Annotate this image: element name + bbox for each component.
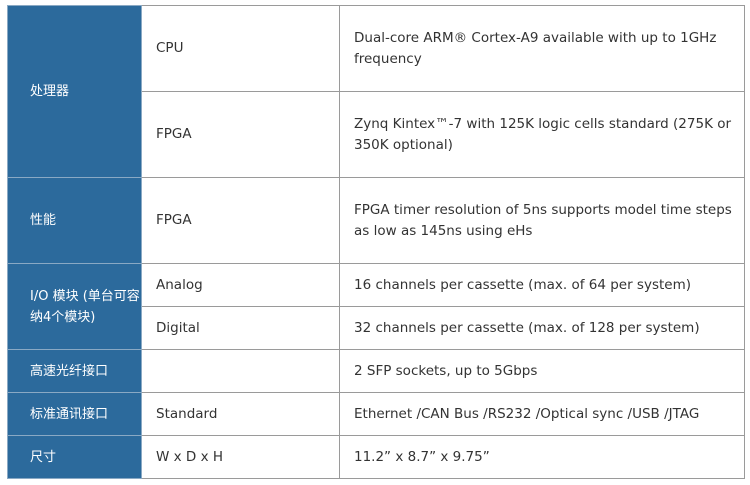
subcategory-cell: W x D x H (141, 435, 340, 479)
table-row: 尺寸 W x D x H 11.2” x 8.7” x 9.75” (7, 435, 745, 479)
category-cell-io-modules: I/O 模块 (单台可容纳4个模块) (7, 263, 142, 350)
table-row: Digital 32 channels per cassette (max. o… (8, 306, 745, 350)
category-cell-processor: 处理器 (7, 5, 142, 178)
category-cell-performance: 性能 (7, 177, 142, 264)
description-cell: Ethernet /CAN Bus /RS232 /Optical sync /… (339, 392, 745, 436)
subcategory-cell (141, 349, 340, 393)
table-row: I/O 模块 (单台可容纳4个模块) Analog 16 channels pe… (7, 263, 745, 350)
description-cell: FPGA timer resolution of 5ns supports mo… (339, 177, 745, 264)
category-cell-comm-interface: 标准通讯接口 (7, 392, 142, 436)
table-row: FPGA Zynq Kintex™-7 with 125K logic cell… (8, 91, 745, 178)
table-row: 标准通讯接口 Standard Ethernet /CAN Bus /RS232… (7, 392, 745, 436)
spec-table: 处理器 CPU Dual-core ARM® Cortex-A9 availab… (7, 5, 745, 479)
subcategory-cell: FPGA (141, 177, 340, 264)
description-cell: 11.2” x 8.7” x 9.75” (339, 435, 745, 479)
subcategory-cell: Analog (141, 263, 340, 307)
description-cell: 16 channels per cassette (max. of 64 per… (339, 263, 745, 307)
description-cell: Zynq Kintex™-7 with 125K logic cells sta… (339, 91, 745, 178)
subcategory-cell: CPU (141, 5, 340, 92)
category-cell-fiber-interface: 高速光纤接口 (7, 349, 142, 393)
table-row: 高速光纤接口 2 SFP sockets, up to 5Gbps (7, 349, 745, 393)
subcategory-cell: FPGA (141, 91, 340, 178)
subcategory-cell: Standard (141, 392, 340, 436)
table-row: 处理器 CPU Dual-core ARM® Cortex-A9 availab… (7, 5, 745, 178)
category-cell-dimensions: 尺寸 (7, 435, 142, 479)
description-cell: 2 SFP sockets, up to 5Gbps (339, 349, 745, 393)
table-row: 性能 FPGA FPGA timer resolution of 5ns sup… (7, 177, 745, 264)
subcategory-cell: Digital (141, 306, 340, 350)
description-cell: Dual-core ARM® Cortex-A9 available with … (339, 5, 745, 92)
description-cell: 32 channels per cassette (max. of 128 pe… (339, 306, 745, 350)
